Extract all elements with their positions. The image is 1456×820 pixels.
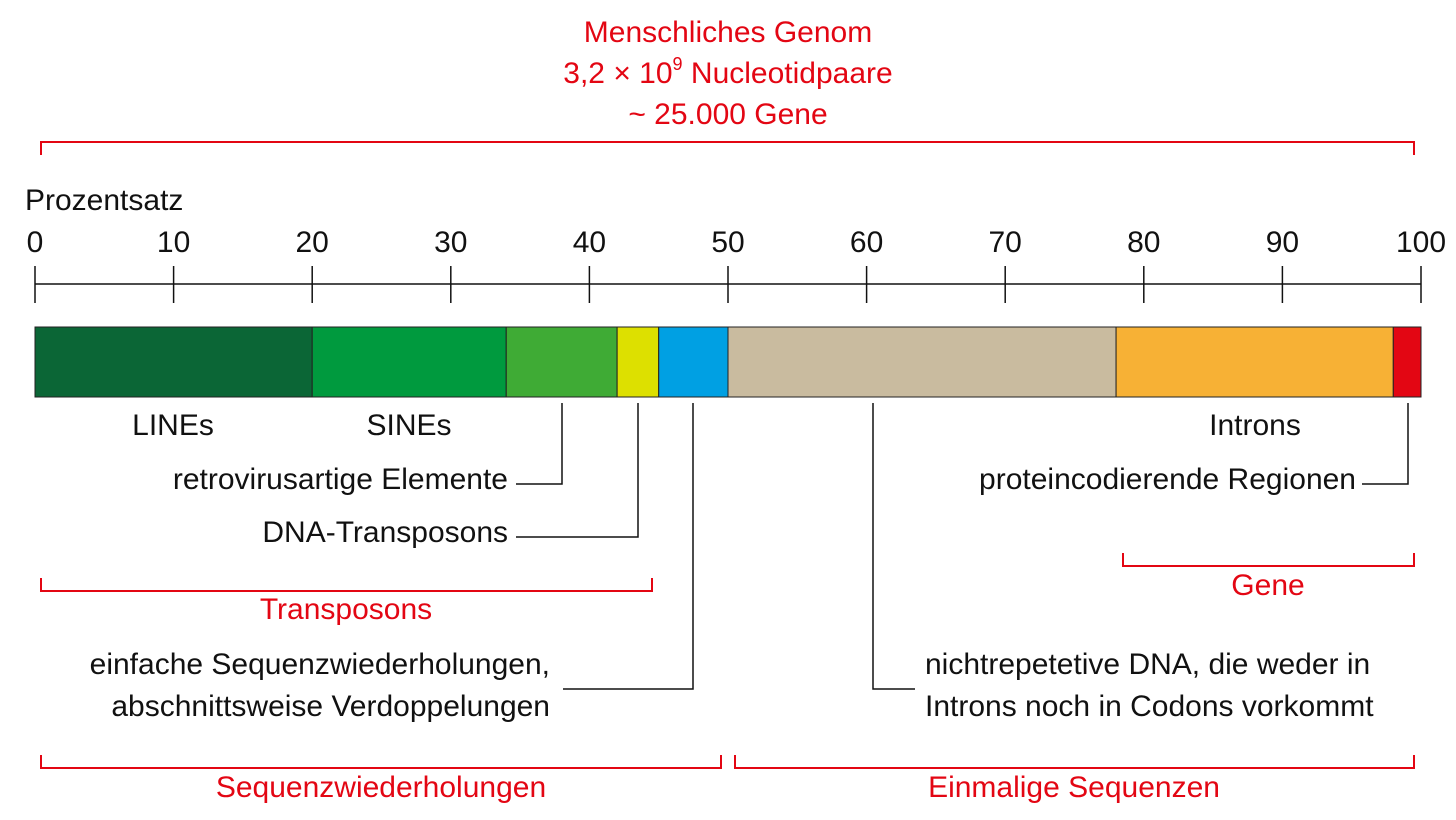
subtitle-rest: Nucleotidpaare xyxy=(683,57,893,90)
segment xyxy=(658,326,729,398)
group-label: Transposons xyxy=(260,593,432,626)
segment xyxy=(505,326,618,398)
segment-label: DNA-Transposons xyxy=(262,516,508,549)
segment-label: einfache Sequenzwiederholungen, xyxy=(90,648,550,681)
segment-label: Introns xyxy=(1209,409,1301,442)
tick-label: 20 xyxy=(296,226,329,259)
leader-line xyxy=(516,403,563,485)
segment-label: Introns noch in Codons vorkommt xyxy=(925,690,1374,723)
group-label: Sequenzwiederholungen xyxy=(216,771,546,804)
tick-label: 10 xyxy=(157,226,190,259)
axis-label: Prozentsatz xyxy=(25,184,183,217)
bracket xyxy=(40,141,1415,155)
bracket xyxy=(1122,553,1415,567)
leader-line xyxy=(563,403,694,690)
subtitle: 3,2 × 109 Nucleotidpaare xyxy=(563,54,892,90)
segment xyxy=(727,326,1117,398)
segment xyxy=(616,326,660,398)
segment xyxy=(311,326,507,398)
tick-label: 40 xyxy=(573,226,606,259)
bracket xyxy=(734,755,1415,769)
leader-line xyxy=(872,403,915,690)
leader-line xyxy=(516,403,639,538)
segment-label: LINEs xyxy=(132,409,214,442)
tick-label: 50 xyxy=(711,226,744,259)
tick-label: 30 xyxy=(434,226,467,259)
segment-label: abschnittsweise Verdoppelungen xyxy=(111,690,550,723)
tick-label: 90 xyxy=(1266,226,1299,259)
segment-label: SINEs xyxy=(366,409,451,442)
group-label: Einmalige Sequenzen xyxy=(928,771,1220,804)
subtitle-base: 3,2 × 10 xyxy=(563,57,672,90)
note: ~ 25.000 Gene xyxy=(628,98,827,131)
segment xyxy=(1392,326,1422,398)
subtitle-exponent: 9 xyxy=(673,54,683,74)
segment-label: proteincodierende Regionen xyxy=(979,463,1356,496)
tick-label: 80 xyxy=(1127,226,1160,259)
group-label: Gene xyxy=(1231,569,1304,602)
segment-label: nichtrepetetive DNA, die weder in xyxy=(925,648,1370,681)
bracket xyxy=(40,578,653,592)
segment xyxy=(1115,326,1394,398)
tick-label: 70 xyxy=(989,226,1022,259)
bracket xyxy=(40,755,722,769)
segment-label: retrovirusartige Elemente xyxy=(173,463,508,496)
leader-line xyxy=(1362,403,1409,485)
tick-label: 0 xyxy=(27,226,44,259)
title: Menschliches Genom xyxy=(584,16,872,49)
tick-label: 100 xyxy=(1396,226,1446,259)
tick-label: 60 xyxy=(850,226,883,259)
segment xyxy=(34,326,313,398)
brackets xyxy=(40,141,1415,769)
